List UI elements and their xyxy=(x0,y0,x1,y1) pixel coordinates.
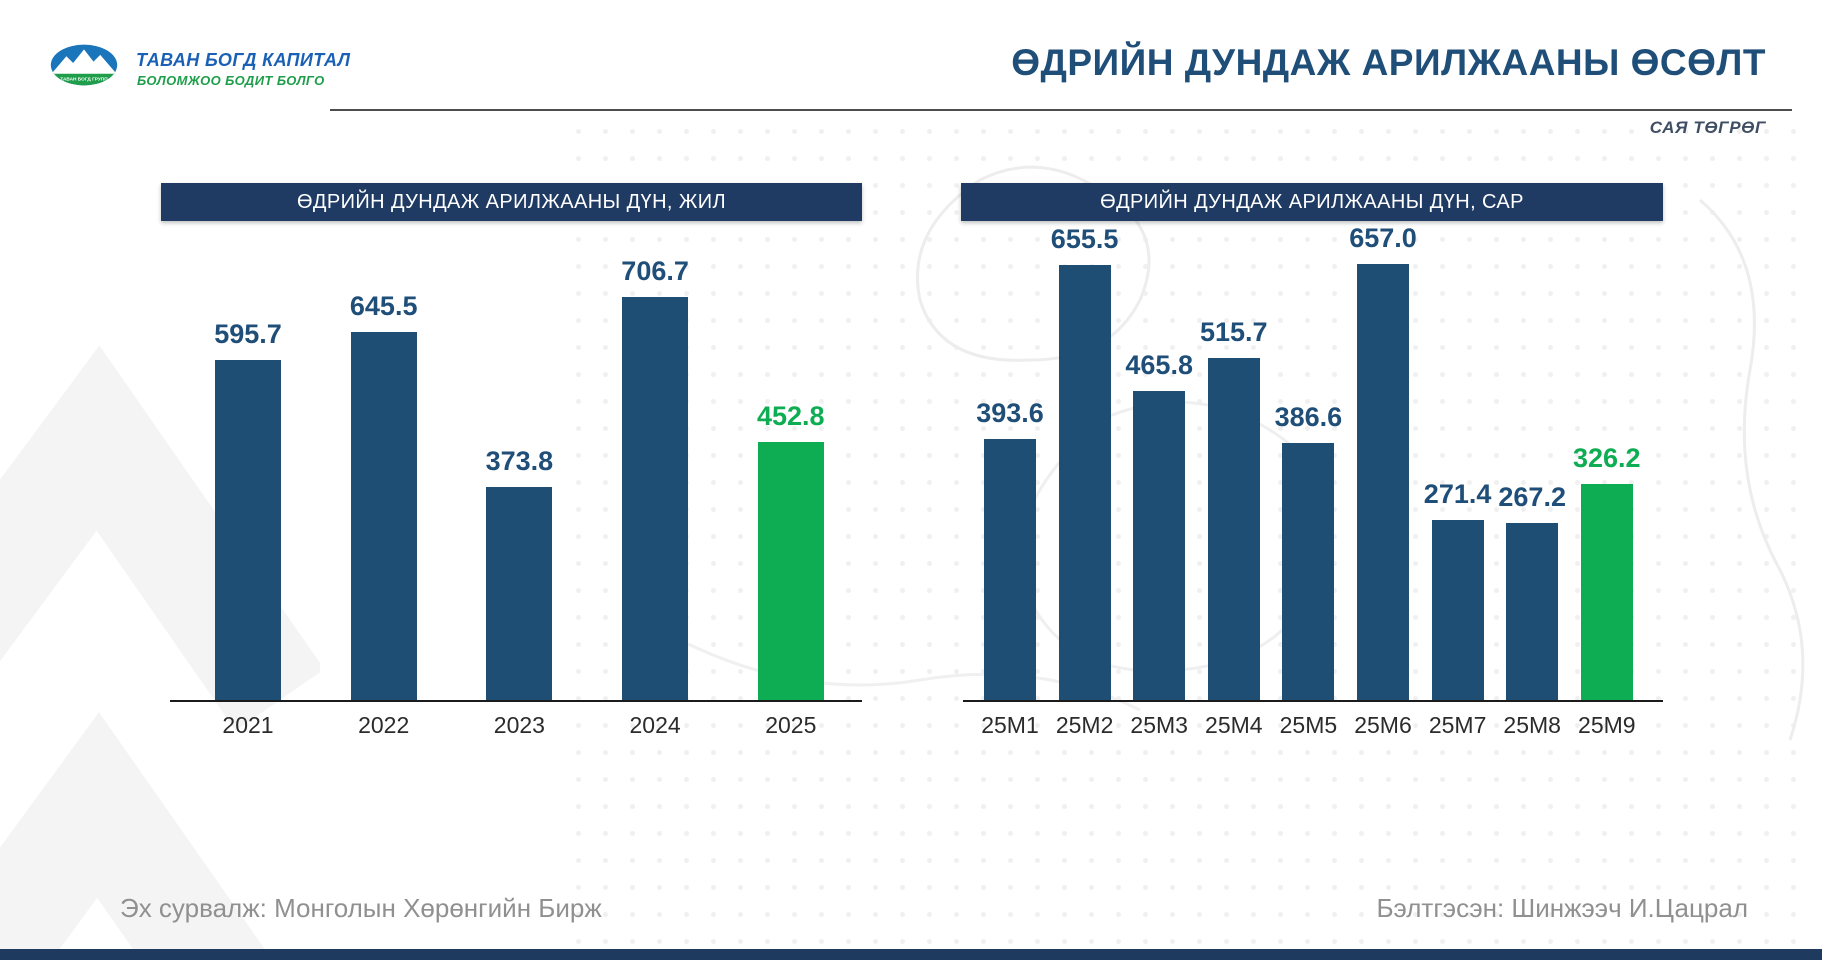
tick-25M5: 25M5 xyxy=(1279,712,1338,738)
bottom-accent-strip xyxy=(0,949,1822,960)
prepared-by-note: Бэлтгэсэн: Шинжээч И.Цацрал xyxy=(1376,893,1748,923)
bar-25M3 xyxy=(1133,391,1186,700)
bar-25M1 xyxy=(984,439,1036,700)
value-label-25M8: 267.2 xyxy=(1498,482,1566,512)
bar-25M5 xyxy=(1282,443,1335,700)
chart-title-monthly: ӨДРИЙН ДУНДАЖ АРИЛЖААНЫ ДҮН, САР xyxy=(961,183,1663,221)
logo-tagline: БОЛОМЖОО БОДИТ БОЛГО xyxy=(137,73,325,88)
bar-25M7 xyxy=(1431,520,1484,700)
chart-title-yearly: ӨДРИЙН ДУНДАЖ АРИЛЖААНЫ ДҮН, ЖИЛ xyxy=(161,183,862,221)
value-label-2024: 706.7 xyxy=(621,256,689,286)
value-label-2023: 373.8 xyxy=(485,446,554,476)
logo-name: ТАВАН БОГД КАПИТАЛ xyxy=(136,50,351,70)
value-label-25M9: 326.2 xyxy=(1573,443,1641,473)
tick-2022: 2022 xyxy=(358,712,410,738)
bar-2021 xyxy=(215,360,281,700)
value-label-25M7: 271.4 xyxy=(1423,479,1492,509)
bar-25M6 xyxy=(1357,264,1409,700)
bar-25M8 xyxy=(1506,523,1559,700)
unit-label: САЯ ТӨГРӨГ xyxy=(1649,118,1766,137)
tick-25M6: 25M6 xyxy=(1354,712,1412,738)
value-label-25M4: 515.7 xyxy=(1200,317,1268,347)
bar-2024 xyxy=(622,297,689,700)
value-label-25M5: 386.6 xyxy=(1274,402,1343,432)
tick-2024: 2024 xyxy=(629,712,681,738)
logo-badge-text: ТАВАН БОГД ГРУПП xyxy=(60,77,108,83)
tick-2021: 2021 xyxy=(222,712,274,738)
bar-25M2 xyxy=(1058,265,1111,700)
value-label-25M6: 657.0 xyxy=(1349,223,1417,253)
bar-2022 xyxy=(350,332,417,700)
value-label-2021: 595.7 xyxy=(214,319,282,349)
yearly-bar-chart: 595.7 2021 645.5 2022 373.8 2023 706.7 2024 452.… xyxy=(170,180,862,738)
tick-2025: 2025 xyxy=(765,712,817,738)
value-label-25M3: 465.8 xyxy=(1125,350,1193,380)
title-rule xyxy=(330,109,1792,111)
value-label-25M1: 393.6 xyxy=(976,398,1044,428)
tick-25M8: 25M8 xyxy=(1503,712,1561,738)
bar-2023 xyxy=(486,487,553,700)
tick-25M4: 25M4 xyxy=(1205,712,1263,738)
source-note: Эх сурвалж: Монголын Хөрөнгийн Бирж xyxy=(120,893,602,923)
tick-25M2: 25M2 xyxy=(1055,712,1114,738)
tick-2023: 2023 xyxy=(493,712,545,738)
monthly-bar-chart: 393.6 25M1 655.5 25M2 465.8 25M3 515.7 25M4 386.… xyxy=(963,180,1663,738)
tick-25M1: 25M1 xyxy=(981,712,1039,738)
tick-25M9: 25M9 xyxy=(1578,712,1636,738)
tavan-bogd-logo: ТАВАН БОГД ГРУПП xyxy=(50,44,118,86)
bar-25M4 xyxy=(1207,358,1260,700)
tick-25M7: 25M7 xyxy=(1428,712,1487,738)
page-title: ӨДРИЙН ДУНДАЖ АРИЛЖААНЫ ӨСӨЛТ xyxy=(1011,42,1766,83)
value-label-2025: 452.8 xyxy=(757,401,825,431)
value-label-25M2: 655.5 xyxy=(1050,224,1119,254)
value-label-2022: 645.5 xyxy=(349,291,418,321)
bar-2025 xyxy=(757,442,824,700)
tick-25M3: 25M3 xyxy=(1130,712,1188,738)
bar-25M9 xyxy=(1580,484,1633,700)
